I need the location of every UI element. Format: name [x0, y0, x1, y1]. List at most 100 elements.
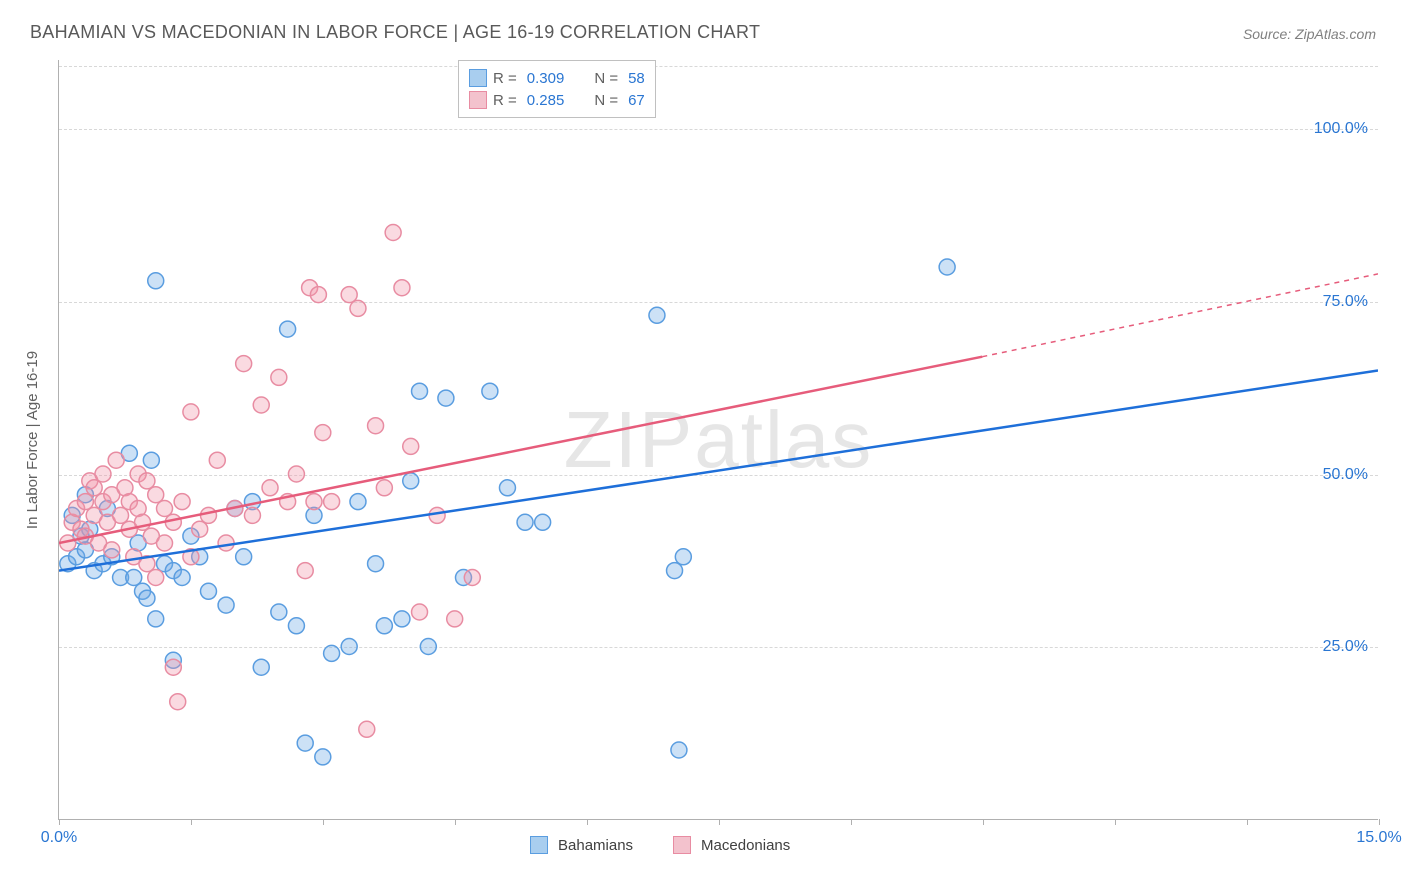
legend-item: Bahamians [530, 836, 633, 854]
legend-swatch [673, 836, 691, 854]
chart-plot-area: ZIPatlas 25.0%50.0%75.0%100.0%0.0%15.0% [58, 60, 1378, 820]
legend-swatch [469, 91, 487, 109]
data-point [200, 583, 216, 599]
data-point [104, 542, 120, 558]
x-tick [1247, 819, 1248, 825]
x-tick [983, 819, 984, 825]
data-point [262, 480, 278, 496]
x-tick [719, 819, 720, 825]
data-point [297, 563, 313, 579]
data-point [288, 466, 304, 482]
data-point [482, 383, 498, 399]
data-point [192, 521, 208, 537]
data-point [464, 570, 480, 586]
data-point [236, 549, 252, 565]
data-point [359, 721, 375, 737]
data-point [447, 611, 463, 627]
data-point [350, 300, 366, 316]
data-point [157, 501, 173, 517]
data-point [148, 487, 164, 503]
data-point [126, 570, 142, 586]
data-point [412, 383, 428, 399]
legend-r-value: 0.309 [527, 70, 565, 87]
data-point [236, 356, 252, 372]
x-tick [59, 819, 60, 825]
legend-label: Macedonians [701, 837, 790, 854]
x-tick [191, 819, 192, 825]
source-credit: Source: ZipAtlas.com [1243, 26, 1376, 42]
data-point [429, 507, 445, 523]
data-point [306, 494, 322, 510]
data-point [174, 494, 190, 510]
legend-r-value: 0.285 [527, 92, 565, 109]
data-point [649, 307, 665, 323]
data-point [77, 494, 93, 510]
legend-swatch [469, 69, 487, 87]
data-point [108, 452, 124, 468]
data-point [170, 694, 186, 710]
x-tick [455, 819, 456, 825]
data-point [288, 618, 304, 634]
data-point [297, 735, 313, 751]
data-point [368, 418, 384, 434]
data-point [148, 570, 164, 586]
data-point [499, 480, 515, 496]
data-point [376, 618, 392, 634]
y-axis-label: In Labor Force | Age 16-19 [24, 351, 41, 529]
trend-line-dash [982, 274, 1378, 357]
x-tick [1115, 819, 1116, 825]
data-point [341, 639, 357, 655]
legend-r-label: R = [493, 92, 517, 109]
data-point [271, 369, 287, 385]
data-point [350, 494, 366, 510]
data-point [403, 473, 419, 489]
x-tick [1379, 819, 1380, 825]
data-point [368, 556, 384, 572]
legend-row: R =0.285N =67 [469, 89, 645, 111]
data-point [95, 466, 111, 482]
data-point [148, 611, 164, 627]
data-point [218, 597, 234, 613]
data-point [315, 749, 331, 765]
data-point [113, 507, 129, 523]
legend-n-label: N = [594, 70, 618, 87]
data-point [139, 473, 155, 489]
data-point [271, 604, 287, 620]
x-tick-label: 15.0% [1356, 829, 1401, 847]
data-point [280, 321, 296, 337]
data-point [148, 273, 164, 289]
data-point [939, 259, 955, 275]
correlation-legend: R =0.309N =58R =0.285N =67 [458, 60, 656, 118]
legend-row: R = 0.309 N = 58 [469, 67, 645, 89]
series-legend: Bahamians Macedonians [530, 836, 790, 854]
data-point [253, 659, 269, 675]
data-point [324, 494, 340, 510]
data-point [324, 645, 340, 661]
x-tick-label: 0.0% [41, 829, 77, 847]
data-point [244, 507, 260, 523]
data-point [376, 480, 392, 496]
legend-swatch [530, 836, 548, 854]
x-tick [851, 819, 852, 825]
data-point [341, 287, 357, 303]
data-point [200, 507, 216, 523]
data-point [420, 639, 436, 655]
data-point [403, 438, 419, 454]
data-point [438, 390, 454, 406]
data-point [517, 514, 533, 530]
legend-n-value: 58 [628, 70, 645, 87]
data-point [675, 549, 691, 565]
data-point [385, 225, 401, 241]
data-point [412, 604, 428, 620]
legend-r-label: R = [493, 70, 517, 87]
data-point [209, 452, 225, 468]
data-point [535, 514, 551, 530]
chart-title: BAHAMIAN VS MACEDONIAN IN LABOR FORCE | … [30, 22, 760, 43]
legend-n-value: 67 [628, 92, 645, 109]
legend-item: Macedonians [673, 836, 790, 854]
data-point [86, 480, 102, 496]
data-point [667, 563, 683, 579]
x-tick [587, 819, 588, 825]
data-point [143, 452, 159, 468]
data-point [253, 397, 269, 413]
